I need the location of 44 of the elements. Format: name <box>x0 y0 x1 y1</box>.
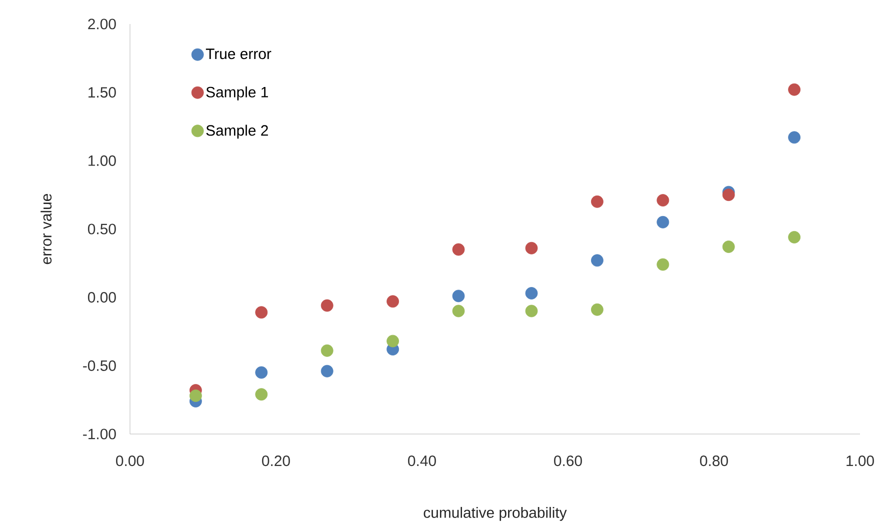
x-tick-label: 0.60 <box>554 456 582 466</box>
point <box>190 390 202 402</box>
point <box>722 188 735 202</box>
point <box>320 299 334 312</box>
y-axis-title: error value <box>40 194 52 264</box>
point <box>591 254 604 267</box>
y-tick-label: 1.00 <box>88 155 116 166</box>
point <box>656 216 670 228</box>
point <box>722 240 735 253</box>
legend-label: True error <box>206 48 272 60</box>
point <box>788 131 801 144</box>
point <box>788 231 801 244</box>
point <box>255 306 268 319</box>
x-tick-label: 0.00 <box>116 456 144 466</box>
y-tick-label: 0.00 <box>88 292 116 303</box>
y-tick-label: -0.50 <box>83 360 116 371</box>
y-tick-label: 1.50 <box>88 87 116 98</box>
point <box>320 364 334 378</box>
point <box>386 295 399 308</box>
x-tick-label: 0.80 <box>700 456 728 466</box>
point <box>525 287 538 300</box>
x-tick-label: 0.20 <box>262 456 290 466</box>
point <box>656 258 670 271</box>
point <box>386 334 399 348</box>
legend-label: Sample 2 <box>206 124 268 139</box>
y-tick-label: 2.00 <box>88 18 116 30</box>
x-tick-label: 1.00 <box>846 456 874 466</box>
point <box>452 243 465 256</box>
x-axis-title: cumulative probability <box>424 506 567 521</box>
point <box>255 366 268 379</box>
point <box>320 344 334 357</box>
point <box>525 242 538 254</box>
point <box>788 83 801 96</box>
legend-label: Sample 1 <box>206 86 268 100</box>
point <box>591 195 604 208</box>
y-tick-label: -1.00 <box>83 428 116 440</box>
y-tick-label: 0.50 <box>88 224 116 234</box>
point <box>525 304 538 318</box>
x-tick-label: 0.40 <box>408 456 436 466</box>
point <box>452 304 465 318</box>
point <box>591 303 604 316</box>
point <box>452 290 465 302</box>
point <box>255 388 268 401</box>
point <box>656 194 670 206</box>
